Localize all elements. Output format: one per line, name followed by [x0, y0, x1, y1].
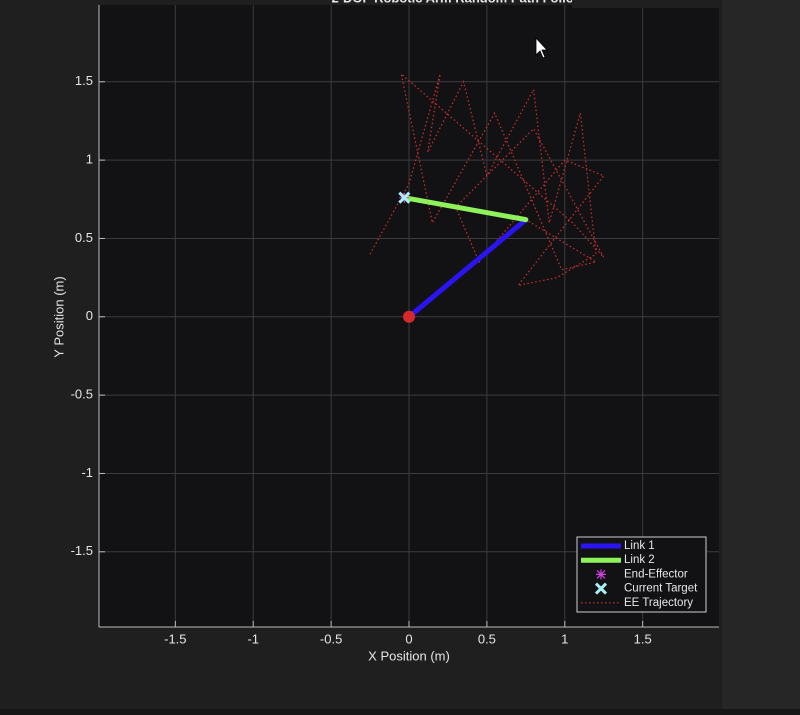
plot-area	[369, 72, 605, 323]
legend-label: Link 1	[624, 540, 655, 552]
y-tick-label: -0.5	[71, 387, 93, 402]
y-tick-label: -1	[81, 465, 93, 480]
y-tick-label: 1	[86, 152, 93, 167]
x-tick-label: 1.5	[634, 631, 652, 646]
x-tick-label: -1.5	[164, 631, 186, 646]
side-panel	[722, 0, 800, 715]
x-tick-label: 1	[561, 631, 568, 646]
asterisk-stroke	[596, 569, 606, 580]
y-tick-label: 1.5	[75, 73, 93, 88]
x-tick-label: -1	[247, 631, 259, 646]
y-tick-label: -1.5	[71, 543, 93, 558]
y-tick-label: 0	[86, 308, 93, 323]
base-point	[403, 310, 415, 323]
mouse-cursor	[535, 36, 548, 59]
target-marker	[594, 582, 608, 595]
legend: Link 1 Link 2 End-Effector Current Target EE…	[576, 536, 707, 613]
x-tick-label: 0.5	[478, 631, 496, 646]
legend-label: Link 2	[624, 554, 655, 566]
y-axis-label: Y Position (m)	[51, 276, 66, 357]
x-tick-label: 0	[405, 631, 412, 646]
y-tick-label: 0.5	[75, 230, 93, 245]
chart-title: 2-DOF Robotic Arm Random Path Following …	[331, 0, 628, 5]
end-effector-marker	[596, 569, 606, 580]
trajectory-line	[369, 72, 605, 287]
cross-stroke	[398, 191, 411, 204]
legend-label: Current Target	[624, 583, 698, 595]
toolbar[interactable]	[572, 0, 722, 8]
cross-stroke	[594, 582, 608, 595]
x-axis-label: X Position (m)	[368, 648, 450, 663]
link-line	[406, 217, 529, 320]
legend-label: EE Trajectory	[624, 597, 693, 609]
link-line	[401, 195, 529, 223]
bottom-bar	[0, 709, 800, 715]
target-marker	[398, 191, 411, 204]
legend-label: End-Effector	[624, 568, 688, 580]
x-tick-label: -0.5	[320, 631, 342, 646]
